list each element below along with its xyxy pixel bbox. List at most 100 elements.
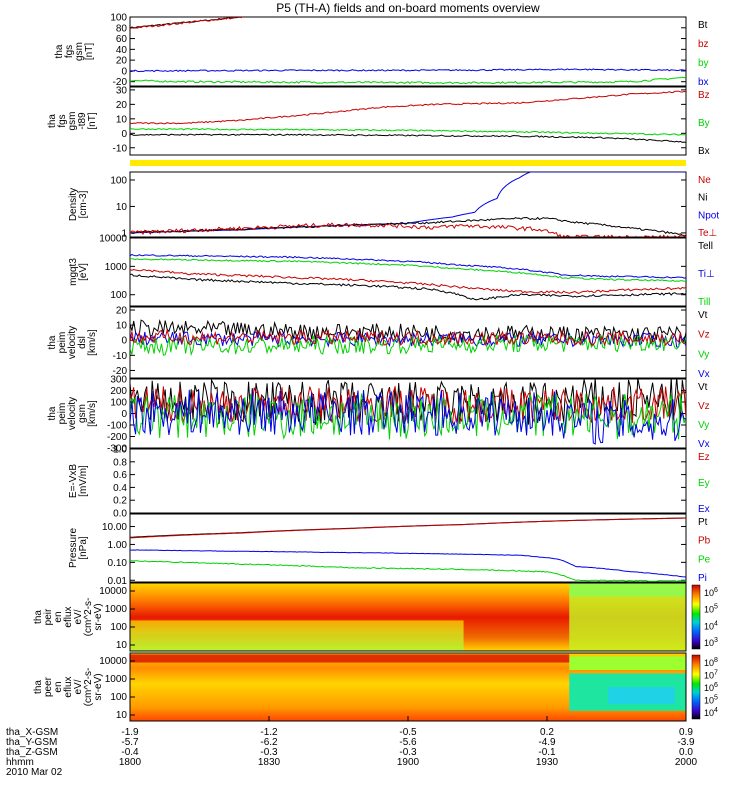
legend-label: Vx — [698, 369, 710, 380]
panel-frame — [129, 171, 687, 238]
ylabel-line: tha — [47, 114, 58, 128]
ylabel-line: sr-eV) — [93, 603, 104, 630]
colorbar-tick: 106 — [704, 682, 718, 693]
ylabel-line: tha — [47, 335, 58, 349]
ylabel-line: Density — [68, 188, 79, 221]
panel-8: Pressure [nPa] 10.00 1.00 0.10 0.01 Pt Pb Pe Pi — [68, 513, 711, 587]
series-Vx — [130, 389, 686, 445]
legend-label: Bt — [698, 20, 708, 31]
ytick-label: 200 — [110, 386, 127, 397]
series-Bx — [130, 133, 686, 143]
ytick-label: -20 — [113, 77, 128, 88]
ytick-label: 0 — [121, 129, 127, 140]
panel-3-ylabel: Density [cm-3] — [68, 188, 89, 221]
ylabel-line: [mV/m] — [78, 465, 89, 497]
ylabel-line: mgqt3 — [68, 258, 79, 286]
ytick-label: 30 — [116, 85, 128, 96]
series-Vy — [130, 393, 686, 440]
ylabel-line: velocity — [67, 326, 78, 359]
series-bz — [130, 17, 246, 30]
ytick-label: 80 — [116, 23, 128, 34]
colorbar-tick: 108 — [704, 657, 718, 668]
ytick-label: 10 — [116, 321, 128, 332]
xtick-label: -5.7 — [121, 737, 139, 748]
ylabel-line: peir — [43, 608, 54, 625]
ytick-label: -10 — [113, 351, 128, 362]
series-Tell — [130, 273, 686, 301]
legend-label: Bx — [698, 146, 710, 157]
series-Pi — [130, 549, 686, 578]
colorbar-tick: 107 — [704, 670, 718, 681]
ytick-label: 40 — [116, 45, 128, 56]
legend-label: bz — [698, 39, 709, 50]
ylabel-line: tha — [33, 610, 44, 624]
ylabel-line: peer — [43, 676, 54, 697]
colorbar-tick: 104 — [704, 707, 718, 718]
ytick-label: 100 — [110, 622, 127, 633]
ytick-label: 1.0 — [113, 445, 127, 456]
ylabel-line: [cm-3] — [78, 190, 89, 218]
ytick-label: 10000 — [99, 656, 127, 667]
xtick-label: -1.2 — [260, 727, 278, 738]
panel-8-ylabel: Pressure [nPa] — [68, 528, 89, 568]
colorbar-tick: 105 — [704, 695, 718, 706]
legend-label: Te⊥ — [698, 228, 717, 239]
ylabel-line: gsm — [77, 404, 88, 423]
series-Ne — [130, 222, 686, 237]
panel-1-ylabel: tha fgs gsm [nT] — [54, 42, 95, 61]
ylabel-line: en — [53, 611, 64, 622]
ytick-label: 1000 — [105, 604, 128, 615]
legend-label: by — [698, 58, 709, 69]
ylabel-line: -t89 — [77, 112, 88, 130]
ytick-label: 0.01 — [108, 576, 128, 587]
xtick-label: 0.2 — [540, 727, 554, 738]
ytick-label: 1000 — [105, 262, 128, 273]
ytick-label: 0 — [121, 336, 127, 347]
ylabel-line: (cm^2-s- — [83, 598, 94, 637]
ylabel-line: [eV] — [78, 263, 89, 281]
xtick-label: 0.9 — [679, 727, 693, 738]
legend-label: Bz — [698, 90, 710, 101]
legend-label: Vt — [698, 382, 708, 393]
ytick-label: 60 — [116, 34, 128, 45]
ylabel-line: (cm^2-s- — [83, 668, 94, 707]
legend-label: Pt — [698, 517, 708, 528]
chart-title: P5 (TH-A) fields and on-board moments ov… — [276, 1, 540, 15]
ylabel-line: fgs — [57, 114, 68, 127]
series-Vz — [130, 385, 686, 425]
series-Vz — [130, 328, 686, 347]
ytick-label: -20 — [113, 366, 128, 377]
panel-frame — [129, 513, 687, 583]
panel-frame — [129, 16, 687, 87]
xaxis-row-label: 2010 Mar 02 — [6, 767, 63, 778]
xaxis-row-label: tha_X-GSM — [6, 727, 58, 738]
series-Vx — [130, 330, 686, 348]
legend-label: bx — [698, 77, 709, 88]
legend-label: Ey — [698, 478, 710, 489]
ylabel-line: dsl — [77, 336, 88, 349]
colorbar-tick: 104 — [704, 620, 718, 631]
ylabel-line: [km/s] — [87, 329, 98, 356]
xtick-label: 1830 — [258, 757, 281, 768]
ytick-label: 0 — [121, 66, 127, 77]
ylabel-line: eflux — [63, 606, 74, 627]
xaxis-row-label: tha_Y-GSM — [6, 737, 57, 748]
xtick-label: -0.3 — [260, 747, 278, 758]
panel-3: Density [cm-3] 100 10 1 Ne Ni Npot Te⊥ — [68, 171, 719, 239]
ytick-label: 100 — [110, 398, 127, 409]
series-Bz — [130, 90, 686, 125]
ytick-label: 10 — [116, 640, 128, 651]
xtick-label: -6.2 — [260, 737, 278, 748]
series-Ti — [130, 253, 686, 279]
legend-label: Pi — [698, 573, 707, 584]
ylabel-line: fgs — [64, 45, 75, 58]
series-bx — [130, 68, 686, 73]
ylabel-line: en — [53, 681, 64, 692]
quality-flag-bar — [130, 160, 686, 166]
xaxis-row-label: hhmm — [6, 757, 34, 768]
ytick-label: 1.00 — [108, 540, 128, 551]
ytick-label: 20 — [116, 56, 128, 67]
xtick-label: 0.0 — [679, 747, 693, 758]
ytick-label: 100 — [110, 692, 127, 703]
series-By — [130, 128, 686, 136]
